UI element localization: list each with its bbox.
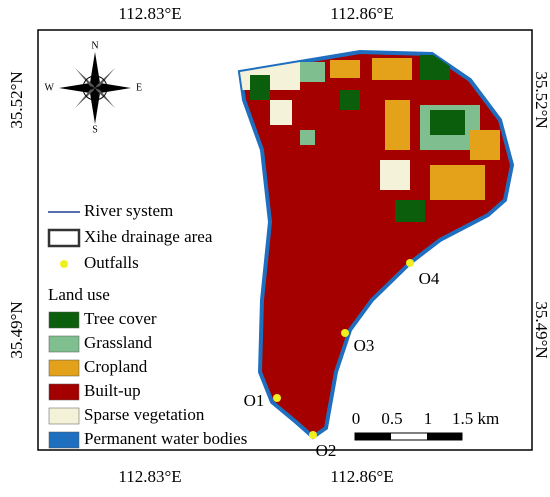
land-use-patches [240, 55, 500, 222]
left-label: 35.49°N [7, 301, 26, 358]
compass-e: E [136, 82, 142, 93]
legend-label: Xihe drainage area [84, 227, 213, 246]
legend-swatch [48, 335, 80, 353]
legend-swatch [48, 407, 80, 425]
legend-swatch [48, 431, 80, 449]
legend-swatch [48, 359, 80, 377]
legend-swatch [48, 383, 80, 401]
legend-drainage-box [47, 228, 81, 248]
legend-label: Outfalls [84, 253, 139, 272]
top-label: 112.83°E [118, 4, 181, 23]
top-label: 112.86°E [330, 4, 393, 23]
legend-label: Grassland [84, 333, 152, 352]
outfall-label: O4 [419, 269, 440, 288]
outfall-label: O1 [244, 391, 265, 410]
right-label: 35.49°N [532, 301, 550, 358]
compass-w: W [45, 82, 55, 93]
legend-swatch [48, 311, 80, 329]
legend-outfall-dot [60, 260, 68, 268]
left-label: 35.52°N [7, 71, 26, 128]
legend-label: Built-up [84, 381, 141, 400]
bottom-label: 112.86°E [330, 467, 393, 486]
outfalls [273, 259, 414, 439]
bottom-label: 112.83°E [118, 467, 181, 486]
legend-label: Permanent water bodies [84, 429, 247, 448]
legend-title: Land use [48, 285, 110, 304]
legend-label: Cropland [84, 357, 148, 376]
compass-n: N [91, 40, 98, 51]
scale-bar [354, 432, 463, 441]
scale-label: 0 [352, 409, 361, 428]
outfall-label: O3 [354, 336, 375, 355]
compass-s: S [92, 124, 98, 135]
compass-rose [59, 52, 131, 124]
legend-label: River system [84, 201, 173, 220]
scale-label: 1.5 km [452, 409, 499, 428]
scale-label: 0.5 [381, 409, 402, 428]
legend-label: Sparse vegetation [84, 405, 205, 424]
legend-label: Tree cover [84, 309, 157, 328]
right-label: 35.52°N [532, 71, 550, 128]
scale-label: 1 [424, 409, 433, 428]
outfall-label: O2 [316, 441, 337, 460]
